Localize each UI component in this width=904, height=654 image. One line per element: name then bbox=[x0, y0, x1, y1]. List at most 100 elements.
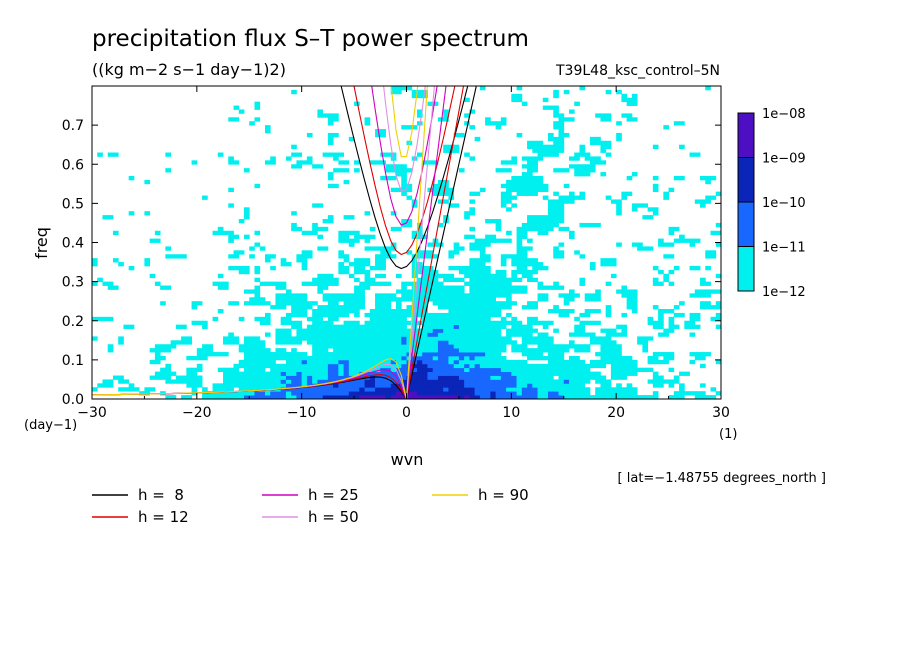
spectrum-cell bbox=[343, 340, 350, 345]
spectrum-cell bbox=[490, 375, 497, 380]
spectrum-cell bbox=[427, 375, 434, 380]
spectrum-cell bbox=[537, 383, 544, 388]
spectrum-cell bbox=[244, 301, 250, 306]
spectrum-cell bbox=[553, 379, 559, 384]
spectrum-cell bbox=[684, 238, 690, 243]
spectrum-cell bbox=[296, 371, 303, 376]
spectrum-cell bbox=[375, 273, 381, 279]
spectrum-cell bbox=[453, 336, 460, 341]
spectrum-cell bbox=[390, 89, 397, 95]
spectrum-cell bbox=[144, 179, 151, 185]
spectrum-cell bbox=[485, 379, 491, 384]
spectrum-cell bbox=[312, 312, 318, 318]
spectrum-cell bbox=[312, 355, 318, 361]
spectrum-cell bbox=[401, 219, 407, 224]
spectrum-cell bbox=[254, 101, 261, 106]
spectrum-cell bbox=[354, 320, 360, 326]
spectrum-cell bbox=[437, 395, 444, 399]
spectrum-cell bbox=[375, 265, 381, 271]
spectrum-cell bbox=[154, 281, 161, 286]
spectrum-cell bbox=[249, 246, 255, 251]
spectrum-cell bbox=[123, 324, 130, 329]
spectrum-cell bbox=[453, 285, 460, 290]
spectrum-cell bbox=[254, 269, 261, 275]
spectrum-cell bbox=[296, 387, 303, 392]
spectrum-cell bbox=[291, 348, 297, 353]
spectrum-cell bbox=[448, 383, 455, 388]
spectrum-cell bbox=[490, 379, 497, 384]
legend-label: h = 50 bbox=[308, 508, 359, 526]
spectrum-cell bbox=[390, 86, 397, 91]
spectrum-cell bbox=[359, 285, 365, 290]
spectrum-cell bbox=[574, 156, 580, 161]
spectrum-cell bbox=[532, 269, 538, 275]
spectrum-cell bbox=[521, 265, 528, 271]
spectrum-cell bbox=[642, 395, 649, 399]
spectrum-cell bbox=[537, 293, 544, 298]
spectrum-cell bbox=[558, 215, 565, 220]
spectrum-cell bbox=[401, 297, 407, 302]
spectrum-cell bbox=[343, 371, 350, 376]
spectrum-cell bbox=[490, 289, 497, 294]
spectrum-cell bbox=[563, 183, 570, 189]
spectrum-cell bbox=[521, 183, 528, 189]
spectrum-cell bbox=[427, 336, 434, 341]
spectrum-cell bbox=[705, 175, 711, 181]
spectrum-cell bbox=[532, 215, 538, 220]
spectrum-cell bbox=[416, 285, 423, 290]
spectrum-cell bbox=[359, 258, 365, 263]
spectrum-cell bbox=[244, 215, 250, 220]
spectrum-cell bbox=[343, 234, 350, 239]
spectrum-cell bbox=[296, 367, 303, 373]
spectrum-cell bbox=[123, 387, 130, 392]
spectrum-cell bbox=[469, 348, 476, 353]
spectrum-cell bbox=[375, 359, 381, 365]
spectrum-cell bbox=[595, 379, 601, 384]
spectrum-cell bbox=[375, 332, 381, 337]
x-tick-label: −30 bbox=[77, 405, 107, 421]
spectrum-cell bbox=[238, 109, 245, 114]
spectrum-cell bbox=[238, 250, 245, 255]
spectrum-cell bbox=[511, 254, 517, 259]
spectrum-cell bbox=[652, 359, 659, 365]
spectrum-cell bbox=[296, 293, 303, 298]
spectrum-cell bbox=[306, 355, 313, 361]
spectrum-cell bbox=[354, 367, 360, 373]
spectrum-cell bbox=[689, 242, 696, 247]
spectrum-cell bbox=[338, 383, 344, 388]
spectrum-cell bbox=[165, 254, 172, 259]
spectrum-cell bbox=[464, 265, 470, 271]
spectrum-cell bbox=[396, 273, 402, 279]
spectrum-cell bbox=[175, 340, 182, 345]
spectrum-cell bbox=[521, 258, 528, 263]
spectrum-cell bbox=[238, 359, 245, 365]
spectrum-cell bbox=[668, 320, 675, 326]
spectrum-cell bbox=[506, 301, 512, 306]
spectrum-cell bbox=[233, 363, 240, 369]
spectrum-cell bbox=[196, 352, 203, 357]
spectrum-cell bbox=[437, 336, 444, 341]
spectrum-cell bbox=[631, 297, 638, 302]
spectrum-cell bbox=[375, 309, 381, 314]
spectrum-cell bbox=[495, 121, 502, 126]
spectrum-cell bbox=[705, 195, 711, 200]
spectrum-cell bbox=[553, 363, 559, 369]
spectrum-cell bbox=[364, 344, 371, 349]
spectrum-cell bbox=[616, 348, 622, 353]
spectrum-cell bbox=[595, 156, 601, 161]
spectrum-cell bbox=[196, 379, 203, 384]
spectrum-cell bbox=[385, 359, 392, 365]
spectrum-cell bbox=[390, 226, 397, 232]
spectrum-cell bbox=[621, 289, 628, 294]
spectrum-cell bbox=[458, 395, 465, 399]
spectrum-cell bbox=[469, 391, 476, 396]
spectrum-cell bbox=[401, 191, 407, 196]
spectrum-cell bbox=[474, 336, 481, 341]
spectrum-cell bbox=[416, 363, 423, 369]
spectrum-cell bbox=[375, 344, 381, 349]
spectrum-cell bbox=[401, 175, 407, 181]
spectrum-cell bbox=[312, 391, 318, 396]
spectrum-cell bbox=[369, 160, 376, 165]
spectrum-cell bbox=[317, 328, 324, 333]
spectrum-cell bbox=[207, 395, 213, 399]
